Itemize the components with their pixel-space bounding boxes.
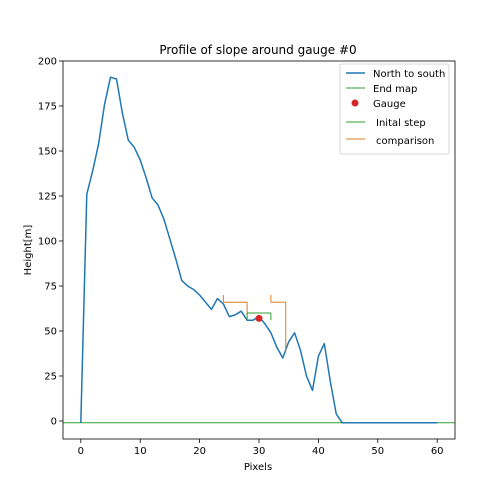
legend-end-map-label: End map	[373, 84, 417, 95]
legend-initial-step-label: Inital step	[376, 118, 426, 129]
y-tick-label: 125	[38, 192, 57, 203]
x-tick-label: 30	[253, 446, 266, 457]
x-tick-label: 60	[431, 446, 444, 457]
gauge-point	[255, 314, 263, 322]
legend-gauge-swatch	[351, 99, 359, 107]
x-tick-label: 50	[371, 446, 384, 457]
x-tick-label: 20	[193, 446, 206, 457]
x-tick-label: 0	[78, 446, 84, 457]
x-tick-label: 40	[312, 446, 325, 457]
y-tick-label: 200	[38, 57, 57, 68]
y-tick-label: 150	[38, 147, 57, 158]
legend-north-south-label: North to south	[373, 69, 445, 80]
y-tick-label: 75	[44, 282, 57, 293]
y-axis-label: Height[m]	[23, 225, 34, 276]
legend: North to south End map Gauge Inital step…	[339, 63, 450, 155]
y-tick-label: 175	[38, 102, 57, 113]
legend-box	[339, 63, 450, 155]
plot-frame	[62, 60, 456, 440]
legend-gauge-label: Gauge	[373, 99, 406, 110]
y-tick-label: 0	[51, 417, 57, 428]
chart-title: Profile of slope around gauge #0	[159, 43, 356, 57]
legend-comparison-label: comparison	[376, 136, 434, 147]
x-axis-ticks: 0 10 20 30 40 50 60	[78, 439, 444, 457]
y-tick-label: 25	[44, 372, 57, 383]
y-tick-label: 100	[38, 237, 57, 248]
plot-area	[63, 76, 455, 424]
x-axis-label: Pixels	[244, 462, 272, 473]
y-tick-label: 50	[44, 327, 57, 338]
x-tick-label: 10	[134, 446, 147, 457]
y-axis-ticks: 0 25 50 75 100 125 150 175 200	[38, 57, 63, 428]
